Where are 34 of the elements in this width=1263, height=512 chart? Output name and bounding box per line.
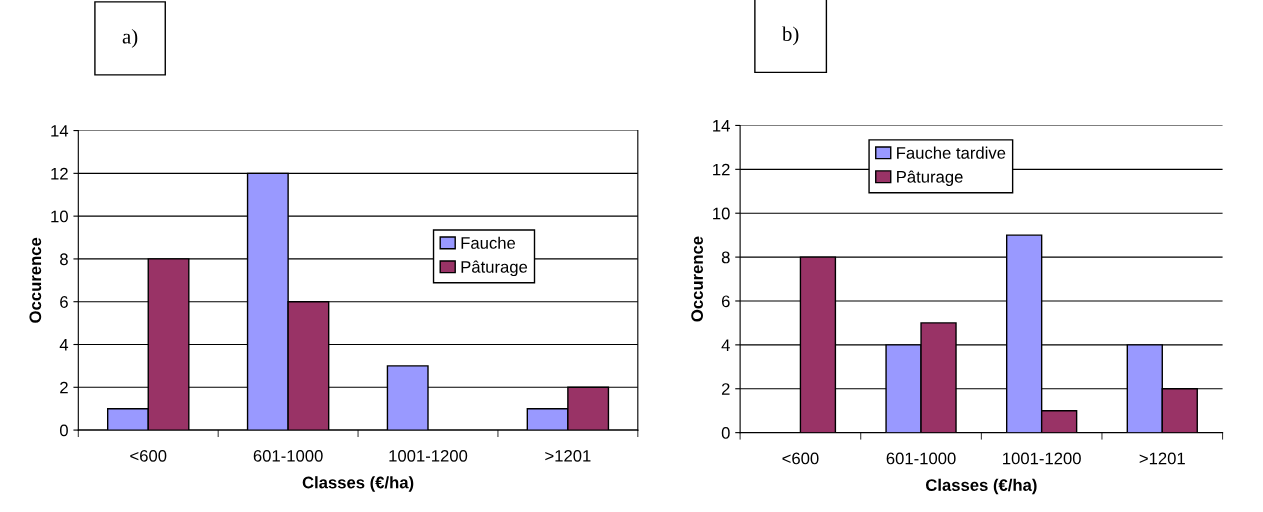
x-tick-label: <600 xyxy=(130,449,167,462)
legend-label: Pâturage xyxy=(897,170,963,187)
y-axis-title: Occurence xyxy=(29,237,42,323)
y-tick-label: 10 xyxy=(51,210,68,223)
legend-label: Fauche xyxy=(461,236,516,249)
x-tick-label: 601-1000 xyxy=(886,452,956,465)
x-tick-label: 601-1000 xyxy=(253,449,323,462)
x-axis-title: Classes (€/ha) xyxy=(302,476,414,492)
y-tick-label: 2 xyxy=(60,381,68,394)
x-tick-label: >1201 xyxy=(1139,452,1185,465)
y-tick-label: 8 xyxy=(721,251,730,264)
y-tick-label: 0 xyxy=(721,427,730,439)
legend-label: Fauche tardive xyxy=(897,146,1006,159)
y-tick-label: 12 xyxy=(51,167,68,180)
x-tick-label: <600 xyxy=(782,452,819,465)
y-tick-label: 0 xyxy=(59,424,68,437)
y-tick-label: 14 xyxy=(713,120,730,132)
y-tick-label: 2 xyxy=(721,383,730,395)
y-axis-title: Occurence xyxy=(691,236,704,322)
y-tick-label: 12 xyxy=(713,163,730,176)
y-tick-label: 6 xyxy=(721,295,730,308)
y-tick-label: 8 xyxy=(60,253,68,266)
x-tick-label: 1001-1200 xyxy=(1003,452,1081,465)
y-tick-label: 10 xyxy=(713,207,730,220)
x-tick-label: >1201 xyxy=(545,449,591,462)
x-axis-title: Classes (€/ha) xyxy=(925,478,1037,495)
legend-label: Pâturage xyxy=(461,260,528,277)
y-tick-label: 14 xyxy=(51,125,69,137)
y-tick-label: 6 xyxy=(60,296,68,308)
y-tick-label: 4 xyxy=(59,339,69,351)
x-tick-label: 1001-1200 xyxy=(389,449,468,462)
y-tick-label: 4 xyxy=(721,339,730,351)
chart-title: b) xyxy=(781,26,799,46)
chart-title: a) xyxy=(122,28,138,48)
